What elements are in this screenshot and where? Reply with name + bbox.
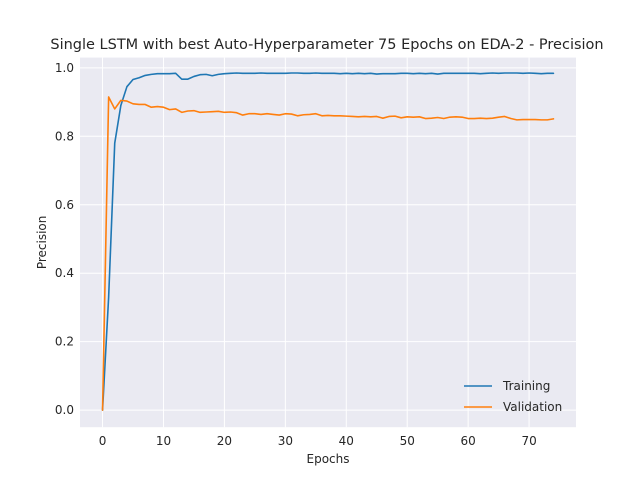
y-tick-label: 1.0 <box>55 61 74 75</box>
x-tick-label: 50 <box>400 434 415 448</box>
x-tick-label: 70 <box>521 434 536 448</box>
x-axis-label: Epochs <box>307 452 350 466</box>
y-tick-label: 0.4 <box>55 266 74 280</box>
y-tick-label: 0.0 <box>55 403 74 417</box>
x-tick-label: 60 <box>461 434 476 448</box>
plot-area <box>80 57 576 428</box>
series-layer <box>101 72 555 411</box>
x-axis-ticks: 0 10 20 30 40 50 60 70 <box>99 434 537 448</box>
y-axis-ticks: 0.0 0.2 0.4 0.6 0.8 1.0 <box>55 61 74 417</box>
legend-entry: Validation <box>503 400 562 414</box>
x-tick-label: 40 <box>339 434 354 448</box>
series-line-validation <box>101 96 555 411</box>
grid <box>80 57 576 428</box>
y-tick-label: 0.2 <box>55 335 74 349</box>
y-tick-label: 0.6 <box>55 198 74 212</box>
legend-entry: Training <box>502 379 550 393</box>
series-line-training <box>101 72 555 411</box>
x-tick-label: 0 <box>99 434 107 448</box>
chart-title: Single LSTM with best Auto-Hyperparamete… <box>50 37 603 53</box>
y-tick-label: 0.8 <box>55 129 74 143</box>
legend: Training Validation <box>464 379 562 414</box>
y-axis-label: Precision <box>35 216 49 270</box>
x-tick-label: 20 <box>217 434 232 448</box>
x-tick-label: 30 <box>278 434 293 448</box>
x-tick-label: 10 <box>156 434 171 448</box>
